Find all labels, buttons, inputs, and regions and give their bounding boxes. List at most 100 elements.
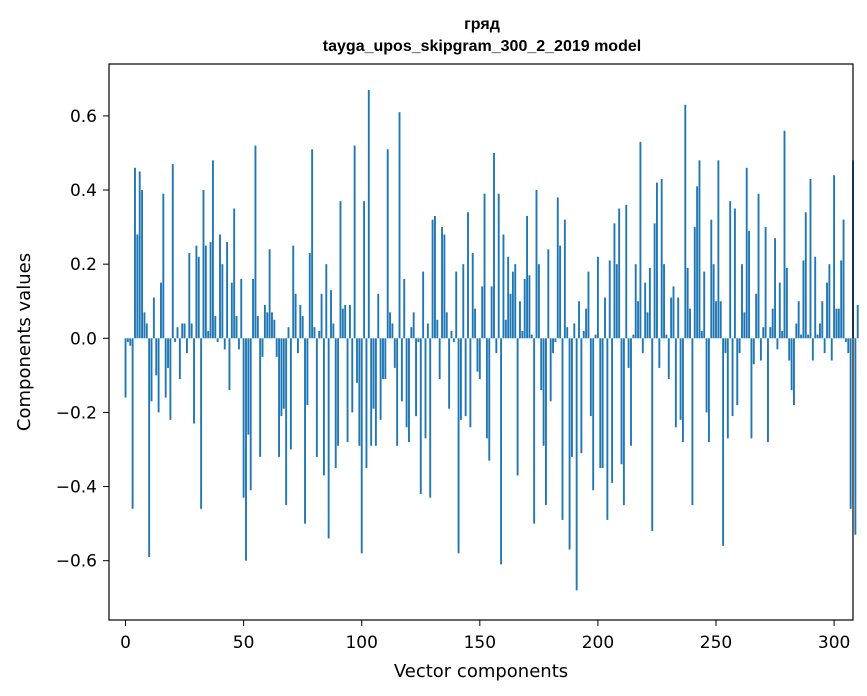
- bar-63: [273, 319, 276, 339]
- bar-293: [816, 334, 819, 339]
- bar-296: [823, 338, 826, 354]
- bar-131: [434, 215, 436, 339]
- bar-213: [627, 338, 630, 368]
- bar-295: [821, 301, 824, 339]
- bar-153: [485, 338, 488, 439]
- bar-30: [195, 245, 198, 339]
- bar-69: [287, 327, 290, 339]
- bar-167: [519, 301, 521, 339]
- bar-203: [604, 297, 606, 339]
- bar-184: [559, 245, 562, 339]
- bar-189: [570, 338, 573, 457]
- x-axis-ticks: 0 50 100 150 200 250 300: [120, 620, 850, 653]
- y-axis-label: Components values: [14, 253, 35, 431]
- bar-20: [171, 164, 174, 339]
- bar-100: [360, 338, 363, 554]
- bar-242: [696, 186, 699, 339]
- bar-158: [497, 193, 500, 339]
- bar-55: [254, 145, 257, 339]
- bar-77: [306, 338, 309, 406]
- bar-97: [353, 145, 356, 339]
- bar-144: [464, 338, 467, 417]
- bar-270: [762, 327, 765, 339]
- bar-292: [814, 256, 817, 339]
- bar-122: [412, 312, 415, 339]
- bar-105: [372, 338, 375, 409]
- bar-258: [733, 208, 736, 339]
- x-tick-label-5: 250: [700, 633, 732, 653]
- bar-191: [575, 338, 578, 591]
- bar-109: [382, 338, 384, 380]
- bar-40: [219, 234, 221, 339]
- bar-13: [155, 338, 158, 376]
- bar-84: [322, 338, 325, 476]
- bar-9: [145, 323, 148, 339]
- bar-8: [143, 312, 146, 339]
- bar-142: [459, 338, 462, 420]
- bar-65: [278, 338, 280, 457]
- bar-140: [455, 271, 458, 339]
- bar-261: [741, 264, 743, 339]
- bar-237: [684, 104, 687, 339]
- bar-85: [325, 264, 328, 339]
- bar-118: [403, 278, 406, 339]
- y-tick-label-4: 0.2: [70, 255, 97, 275]
- bar-309: [854, 338, 857, 535]
- bar-129: [429, 338, 432, 498]
- bar-186: [563, 219, 566, 339]
- bar-166: [516, 338, 519, 476]
- bar-177: [542, 338, 545, 446]
- bar-279: [783, 130, 786, 339]
- bar-239: [689, 308, 691, 339]
- bar-147: [471, 253, 474, 339]
- bar-44: [228, 338, 231, 391]
- bar-193: [580, 338, 583, 454]
- bar-106: [374, 338, 377, 446]
- bar-161: [504, 319, 507, 339]
- bar-233: [674, 338, 677, 428]
- bar-110: [384, 338, 387, 380]
- bar-62: [271, 312, 273, 339]
- bar-240: [691, 338, 694, 506]
- bar-207: [613, 223, 616, 339]
- bar-94: [346, 338, 349, 443]
- bar-29: [193, 338, 195, 424]
- bar-126: [422, 271, 425, 339]
- bar-152: [483, 193, 486, 339]
- bar-50: [242, 338, 245, 498]
- bar-78: [308, 253, 311, 339]
- bar-15: [160, 282, 162, 339]
- bar-4: [134, 167, 136, 339]
- bar-7: [141, 190, 144, 339]
- bar-220: [644, 282, 647, 339]
- bar-102: [365, 338, 368, 469]
- bar-283: [793, 338, 795, 406]
- y-tick-label-6: 0.6: [70, 107, 97, 127]
- bar-32: [200, 338, 203, 509]
- bar-288: [804, 212, 807, 339]
- bar-267: [755, 293, 758, 339]
- bar-236: [682, 338, 684, 443]
- bar-219: [641, 338, 644, 354]
- bar-148: [474, 308, 477, 339]
- bar-128: [426, 323, 429, 339]
- bar-176: [540, 338, 543, 391]
- bar-185: [561, 338, 564, 520]
- bar-52: [247, 338, 250, 435]
- bar-11: [150, 338, 153, 402]
- bar-276: [776, 338, 779, 350]
- bar-70: [289, 338, 292, 450]
- bar-156: [493, 152, 495, 339]
- bar-155: [490, 286, 493, 339]
- bar-138: [450, 330, 453, 339]
- bar-202: [601, 338, 604, 469]
- bar-98: [356, 338, 358, 383]
- bar-73: [297, 338, 299, 354]
- bar-165: [514, 264, 517, 339]
- bar-310: [856, 304, 859, 339]
- bar-111: [386, 149, 389, 339]
- bar-287: [802, 260, 805, 339]
- bar-274: [771, 308, 774, 339]
- bar-143: [462, 264, 465, 339]
